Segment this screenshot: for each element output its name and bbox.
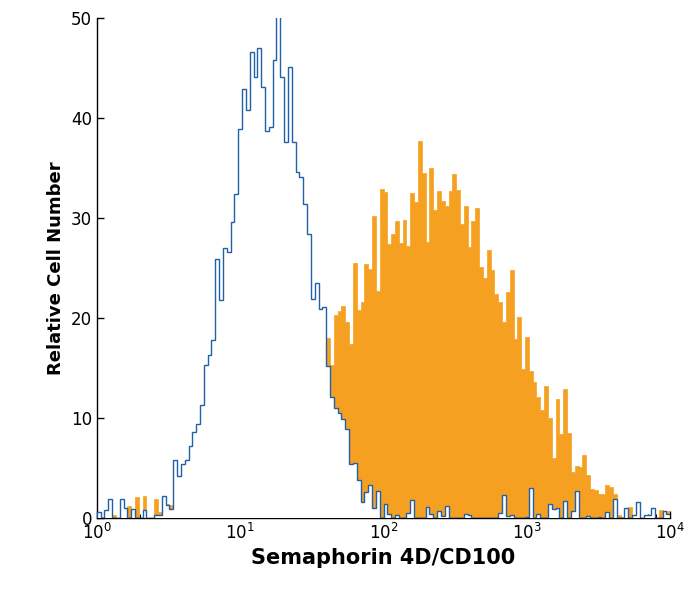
Y-axis label: Relative Cell Number: Relative Cell Number	[47, 161, 65, 375]
X-axis label: Semaphorin 4D/CD100: Semaphorin 4D/CD100	[252, 548, 515, 568]
